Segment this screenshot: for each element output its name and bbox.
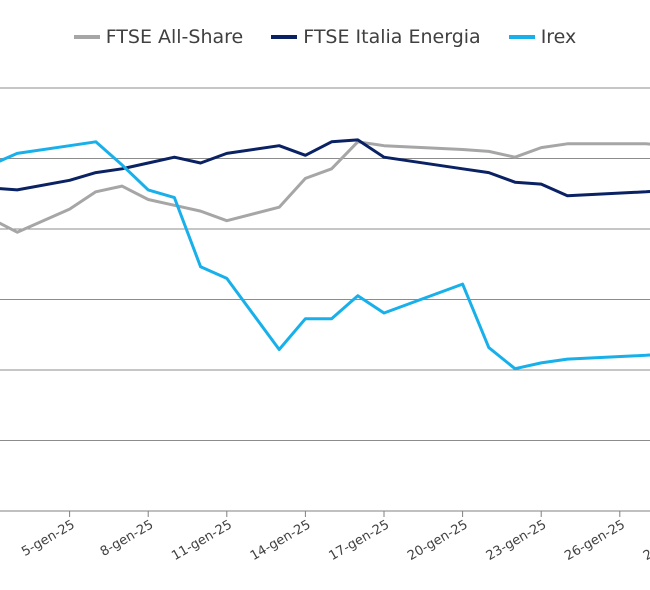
- series-lines: [0, 138, 650, 371]
- x-tick-label: 26-gen-25: [562, 517, 627, 563]
- x-tick-label: 14-gen-25: [248, 517, 313, 563]
- series-line-ftse-all-share: [0, 140, 650, 234]
- legend-item-ftse-italia-energia: FTSE Italia Energia: [271, 26, 481, 48]
- legend-swatch-ftse-italia-energia: [271, 35, 298, 39]
- x-tick-label: 8-gen-25: [98, 517, 156, 559]
- x-tick-label: 17-gen-25: [327, 517, 392, 563]
- x-tick-label: 5-gen-25: [19, 517, 77, 559]
- series-line-irex: [0, 140, 650, 371]
- x-tick-label: 23-gen-25: [484, 517, 549, 563]
- legend-label-ftse-italia-energia: FTSE Italia Energia: [303, 26, 481, 48]
- legend-label-irex: Irex: [540, 26, 577, 48]
- x-ticks: 2-gen-255-gen-258-gen-2511-gen-2514-gen-…: [19, 511, 650, 564]
- series-line-ftse-italia-energia: [0, 138, 650, 198]
- legend-label-ftse-all-share: FTSE All-Share: [105, 26, 244, 48]
- x-tick-label: 29-gen-25: [641, 517, 650, 563]
- legend-item-ftse-all-share: FTSE All-Share: [73, 26, 244, 48]
- x-tick-label: 20-gen-25: [405, 517, 470, 563]
- gridlines: [0, 87, 650, 441]
- chart-legend: FTSE All-Share FTSE Italia Energia Irex: [0, 26, 650, 48]
- x-tick-label: 11-gen-25: [169, 517, 234, 563]
- legend-item-irex: Irex: [508, 26, 577, 48]
- legend-swatch-ftse-all-share: [73, 35, 100, 39]
- legend-swatch-irex: [508, 35, 535, 39]
